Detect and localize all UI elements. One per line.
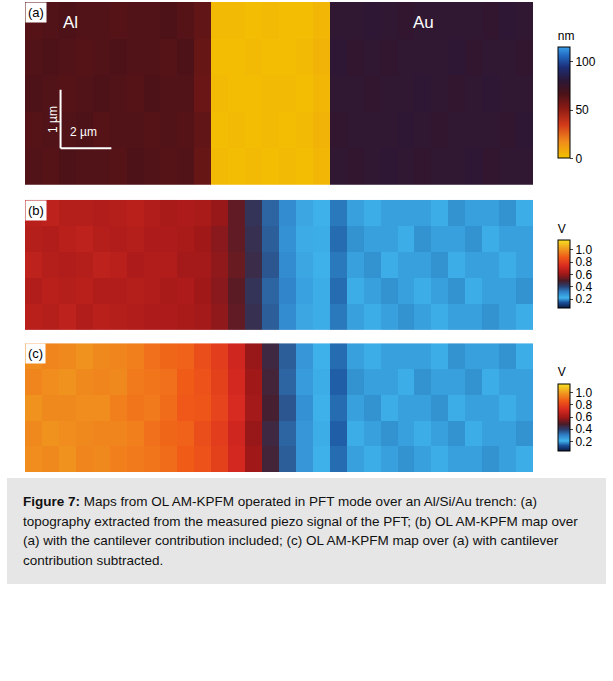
svg-text:(a): (a)	[28, 5, 44, 20]
svg-text:100: 100	[575, 55, 595, 69]
svg-text:(c): (c)	[28, 346, 43, 361]
svg-text:Al: Al	[63, 13, 78, 32]
svg-text:1 µm: 1 µm	[46, 106, 60, 133]
svg-text:0.6: 0.6	[575, 268, 592, 282]
svg-text:nm: nm	[558, 29, 575, 43]
svg-text:0.8: 0.8	[575, 398, 592, 412]
svg-text:50: 50	[575, 103, 589, 117]
svg-text:0.8: 0.8	[575, 255, 592, 269]
svg-text:V: V	[558, 222, 566, 236]
html-text:Figure 7: Maps from OL AM-KPFM: Figure 7: Maps from OL AM-KPFM operated …	[23, 494, 578, 568]
svg-text:1.0: 1.0	[575, 243, 592, 257]
svg-text:0.4: 0.4	[575, 422, 592, 436]
svg-text:0.2: 0.2	[575, 435, 592, 449]
svg-text:0.4: 0.4	[575, 280, 592, 294]
svg-text:1.0: 1.0	[575, 386, 592, 400]
svg-text:0.2: 0.2	[575, 292, 592, 306]
svg-text:Au: Au	[413, 13, 434, 32]
svg-text:0.6: 0.6	[575, 410, 592, 424]
svg-text:(b): (b)	[28, 203, 44, 218]
svg-text:0: 0	[575, 152, 582, 166]
svg-text:2 µm: 2 µm	[70, 125, 97, 139]
svg-text:V: V	[558, 365, 566, 379]
